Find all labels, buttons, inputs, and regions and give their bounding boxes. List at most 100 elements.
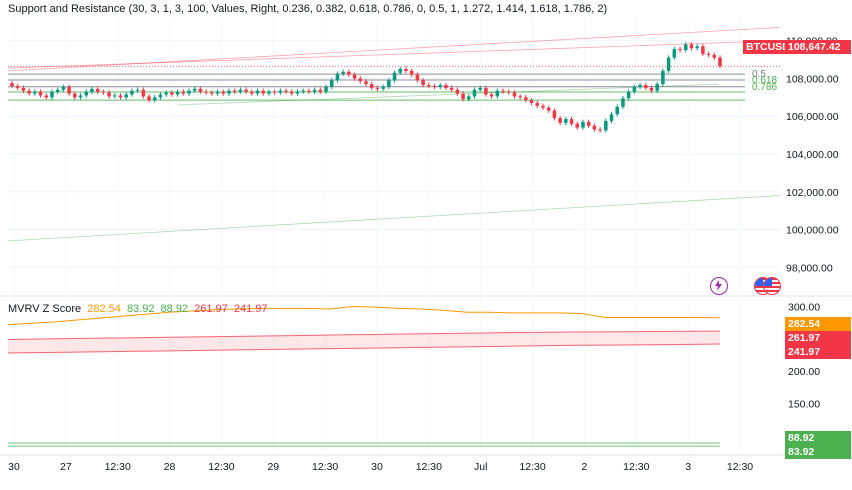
candle-body: [501, 91, 505, 92]
candle-body: [575, 124, 579, 128]
price-tick-label: 102,000.00: [786, 187, 839, 199]
candle-body: [62, 87, 66, 90]
time-tick-label: Jul: [474, 461, 487, 473]
candle-body: [444, 85, 448, 88]
time-tick-label: 28: [164, 461, 176, 473]
indicator-title: Support and Resistance (30, 3, 1, 3, 100…: [8, 3, 607, 15]
candle-body: [456, 90, 460, 94]
candle-body: [153, 97, 157, 100]
candle-body: [341, 72, 345, 74]
candle-body: [296, 92, 300, 94]
candle-body: [427, 85, 431, 86]
candle-body: [50, 92, 54, 98]
price-tick-label: 98,000.00: [786, 262, 833, 274]
candle-body: [182, 92, 186, 94]
candle-body: [376, 88, 380, 89]
mvrv-badge-red-upper-label: 261.97: [788, 332, 820, 344]
candle-body: [284, 91, 288, 92]
mvrv-legend: MVRV Z Score 282.54 83.92 88.92 261.97 2…: [8, 303, 268, 315]
us-flag-icon-2[interactable]: [763, 277, 781, 295]
candle-body: [713, 55, 717, 58]
candle-body: [467, 96, 471, 99]
mvrv-badge-orange: 282.54: [785, 317, 851, 331]
fib-level-label: 0.786: [752, 82, 777, 93]
candle-body: [233, 91, 237, 92]
candle-body: [604, 121, 608, 130]
candle-body: [667, 58, 671, 71]
candle-body: [410, 71, 414, 75]
time-tick-label: 12:30: [105, 461, 131, 473]
candle-body: [650, 88, 654, 91]
lightning-icon[interactable]: [710, 277, 728, 295]
candle-body: [661, 71, 665, 84]
candle-body: [301, 91, 305, 92]
candle-body: [547, 108, 551, 111]
candle-body: [107, 93, 111, 97]
time-tick-label: 3: [685, 461, 691, 473]
candle-body: [587, 122, 591, 126]
time-tick-label: 27: [60, 461, 72, 473]
candle-body: [524, 97, 528, 100]
mvrv-badge-green-upper: 88.92: [785, 431, 851, 445]
candle-body: [142, 90, 146, 97]
candle-body: [398, 69, 402, 73]
candle-body: [324, 87, 328, 92]
candle-body: [633, 87, 637, 92]
candle-body: [273, 92, 277, 93]
candle-body: [496, 91, 500, 97]
candle-body: [67, 87, 71, 94]
candle-body: [279, 91, 283, 93]
candle-body: [227, 91, 231, 94]
candle-body: [330, 80, 334, 87]
candle-body: [176, 92, 180, 95]
candle-body: [490, 95, 494, 97]
candle-body: [678, 49, 682, 50]
mvrv-badge-green-lower: 83.92: [785, 445, 851, 459]
candle-body: [147, 96, 151, 100]
mvrv-value-5: 241.97: [234, 303, 268, 315]
trend-line: [8, 41, 780, 68]
candle-body: [113, 95, 117, 96]
candle-body: [370, 84, 374, 88]
candle-body: [16, 86, 20, 88]
candle-body: [353, 75, 357, 79]
candle-body: [210, 93, 214, 94]
candle-body: [393, 73, 397, 81]
candle-body: [164, 93, 168, 95]
candle-body: [221, 92, 225, 94]
candle-body: [381, 87, 385, 89]
candle-body: [90, 89, 94, 92]
candle-body: [199, 89, 203, 92]
candle-body: [570, 119, 574, 124]
candle-body: [684, 44, 688, 50]
candle-body: [124, 95, 128, 98]
candle-body: [96, 89, 100, 92]
mvrv-badge-red-lower: 241.97: [785, 345, 851, 359]
indicator-legend: Support and Resistance (30, 3, 1, 3, 100…: [8, 3, 607, 15]
mvrv-tick-label: 200.00: [788, 366, 820, 378]
time-tick-label: 12:30: [312, 461, 338, 473]
candle-body: [387, 80, 391, 87]
candle-body: [39, 92, 43, 96]
mvrv-badge-orange-label: 282.54: [788, 318, 820, 330]
candle-body: [507, 92, 511, 93]
time-tick-label: 29: [267, 461, 279, 473]
candle-body: [553, 111, 557, 119]
candle-body: [621, 98, 625, 107]
candle-body: [119, 95, 123, 97]
candle-body: [244, 90, 248, 92]
candle-body: [250, 92, 254, 94]
candle-body: [461, 94, 465, 100]
mvrv-name: MVRV Z Score: [8, 303, 81, 315]
price-tick-label: 106,000.00: [786, 111, 839, 123]
last-price-label: 108,647.42: [788, 41, 841, 53]
candle-body: [130, 91, 134, 95]
candle-body: [627, 92, 631, 99]
mvrv-badge-green-upper-label: 88.92: [788, 432, 814, 444]
mvrv-tick-label: 150.00: [788, 398, 820, 410]
candle-body: [530, 100, 534, 103]
candle-body: [644, 85, 648, 88]
candle-body: [701, 46, 705, 54]
